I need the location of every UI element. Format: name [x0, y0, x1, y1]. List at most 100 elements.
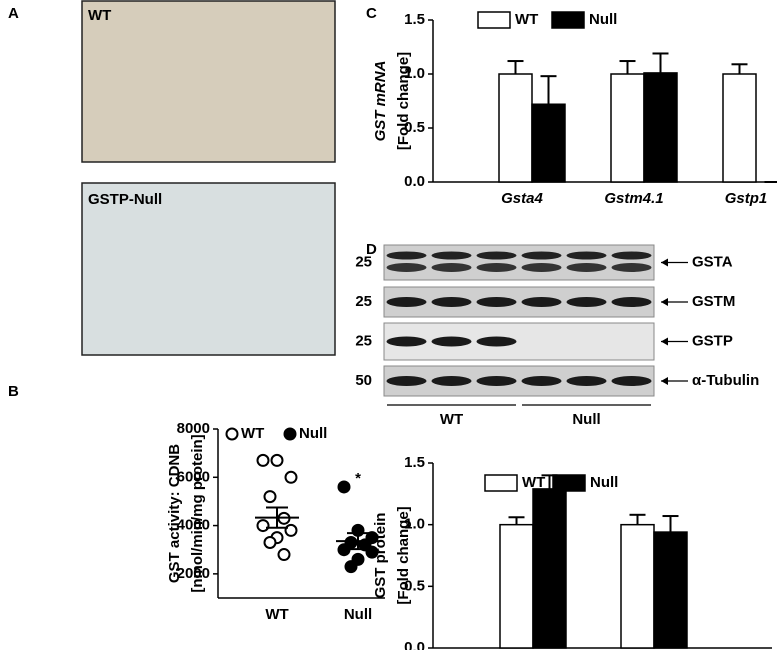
protein-label: GSTP	[692, 332, 733, 349]
band	[566, 376, 607, 386]
data-point	[365, 545, 379, 559]
legend-label: WT	[522, 474, 545, 491]
band	[521, 376, 562, 386]
y-tick-label: 1.0	[404, 65, 425, 82]
panel-label: D	[366, 241, 377, 258]
y-tick-label: 1.0	[404, 516, 425, 533]
protein-label: GSTM	[692, 293, 735, 310]
arrowhead	[661, 377, 668, 385]
band	[566, 297, 607, 307]
x-tick-label: WT	[265, 606, 288, 623]
blot-strip	[383, 365, 655, 397]
x-tick-label: Gsta4	[501, 190, 543, 207]
bar	[532, 488, 567, 649]
x-tick-label: Gstm4.1	[604, 190, 663, 207]
panel-label: B	[8, 383, 19, 400]
band	[476, 376, 517, 386]
band	[566, 251, 607, 260]
arrowhead	[661, 337, 668, 346]
micrograph-label: GSTP-Null	[88, 191, 162, 208]
blot-strip	[383, 286, 655, 318]
data-point	[337, 480, 351, 494]
y-axis-label: [nmol/min/mg protein]	[189, 434, 206, 592]
band	[431, 336, 472, 347]
band	[386, 263, 427, 272]
y-tick-label: 6000	[177, 468, 210, 485]
y-axis-label: GST activity: CDNB	[166, 444, 183, 583]
bar	[498, 73, 533, 183]
band	[476, 336, 517, 347]
legend-label: Null	[589, 11, 617, 28]
y-axis-label: [Fold change]	[395, 506, 412, 604]
band	[521, 297, 562, 307]
panel-label: C	[366, 5, 377, 22]
band	[431, 263, 472, 272]
band	[476, 251, 517, 260]
protein-label: GSTA	[692, 253, 733, 270]
blot-strip	[383, 244, 655, 281]
bar	[499, 523, 534, 649]
bar	[531, 103, 566, 183]
legend-label: Null	[590, 474, 618, 491]
y-tick-label: 0.5	[404, 119, 425, 136]
y-axis-label: [Fold change]	[395, 52, 412, 150]
micrograph	[81, 182, 336, 356]
band	[611, 376, 652, 386]
x-tick-label: Null	[344, 606, 372, 623]
band	[476, 263, 517, 272]
band	[521, 263, 562, 272]
band	[386, 336, 427, 347]
mw-label: 25	[355, 332, 372, 349]
y-tick-label: 4000	[177, 517, 210, 534]
blot-strip	[383, 322, 655, 361]
legend-marker	[283, 427, 297, 441]
band	[431, 297, 472, 307]
y-tick-label: 1.5	[404, 11, 425, 28]
y-tick-label: 0.0	[404, 173, 425, 190]
bar	[610, 73, 645, 183]
legend-swatch	[477, 11, 511, 29]
data-point	[263, 535, 277, 549]
data-point	[284, 523, 298, 537]
bar	[620, 523, 655, 649]
legend-swatch	[551, 11, 585, 29]
mw-label: 25	[355, 253, 372, 270]
legend-label: Null	[299, 425, 327, 442]
data-point	[263, 490, 277, 504]
mw-label: 50	[355, 372, 372, 389]
band	[386, 297, 427, 307]
data-point	[277, 548, 291, 562]
x-tick-label: Gstp1	[725, 190, 768, 207]
arrowhead	[661, 258, 668, 267]
y-axis-label: GST mRNA	[372, 61, 389, 142]
band	[431, 376, 472, 386]
y-tick-label: 0.0	[404, 639, 425, 650]
band	[521, 251, 562, 260]
legend-label: WT	[241, 425, 264, 442]
data-point	[256, 453, 270, 467]
micrograph-label: WT	[88, 7, 111, 24]
band	[386, 251, 427, 260]
data-point	[284, 470, 298, 484]
panel-label: A	[8, 5, 19, 22]
legend-marker	[225, 427, 239, 441]
band	[476, 297, 517, 307]
band	[611, 251, 652, 260]
band	[431, 251, 472, 260]
band	[566, 263, 607, 272]
legend-swatch	[552, 474, 586, 492]
band	[386, 376, 427, 386]
bar	[722, 73, 757, 183]
band	[611, 297, 652, 307]
data-point	[344, 560, 358, 574]
group-label: Null	[572, 411, 600, 428]
legend-swatch	[484, 474, 518, 492]
micrograph	[81, 0, 336, 163]
y-tick-label: 8000	[177, 420, 210, 437]
bar	[653, 531, 688, 649]
band	[611, 263, 652, 272]
y-tick-label: 1.5	[404, 454, 425, 471]
bar	[643, 72, 678, 183]
data-point	[270, 453, 284, 467]
